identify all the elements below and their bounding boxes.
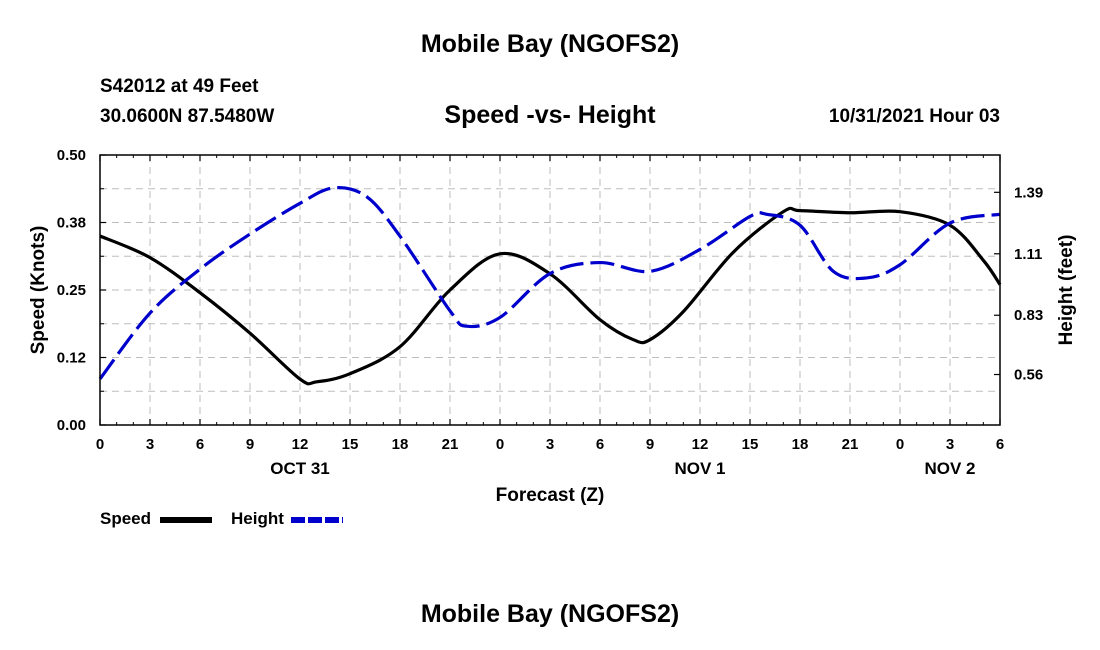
axis-ticks: 0 3 6 9 12 15 18 21 0 3 6 9 12 15 18 21 0 3 6 OCT 31 NOV 1 NO… xyxy=(57,147,1043,478)
x-tick-label: 15 xyxy=(742,436,759,453)
x-tick-label: 9 xyxy=(246,436,254,453)
y-axis-right-label: Height (feet) xyxy=(1056,235,1077,346)
x-tick-label: 6 xyxy=(596,436,604,453)
x-date-label: NOV 2 xyxy=(924,459,975,478)
legend-height-label: Height xyxy=(231,509,284,528)
x-tick-label: 18 xyxy=(792,436,809,453)
x-tick-label: 12 xyxy=(292,436,309,453)
x-tick-label: 6 xyxy=(196,436,204,453)
timestamp-label: 10/31/2021 Hour 03 xyxy=(828,106,1000,127)
legend-speed-swatch xyxy=(160,517,212,523)
series-line-speed xyxy=(99,206,1002,386)
x-tick-label: 0 xyxy=(96,436,104,453)
y-left-tick-label: 0.50 xyxy=(57,147,86,164)
y-left-tick-label: 0.38 xyxy=(57,215,86,232)
x-tick-label: 6 xyxy=(996,436,1004,453)
x-date-label: OCT 31 xyxy=(270,459,330,478)
x-tick-label: 21 xyxy=(442,436,459,453)
station-label: S42012 at 49 Feet xyxy=(100,76,259,97)
footer-title: Mobile Bay (NGOFS2) xyxy=(420,600,680,628)
chart-title: Speed -vs- Height xyxy=(444,101,656,129)
series-line-height xyxy=(98,186,1001,380)
y-right-tick-label: 0.83 xyxy=(1014,307,1043,324)
y-left-tick-label: 0.00 xyxy=(57,417,86,434)
x-date-label: NOV 1 xyxy=(674,459,725,478)
legend-speed-label: Speed xyxy=(100,509,152,528)
x-tick-label: 15 xyxy=(342,436,359,453)
y-left-tick-label: 0.12 xyxy=(57,350,86,367)
y-left-tick-label: 0.25 xyxy=(57,282,86,299)
y-right-tick-label: 0.56 xyxy=(1014,367,1043,384)
main-title: Mobile Bay (NGOFS2) xyxy=(420,30,680,58)
x-tick-label: 3 xyxy=(946,436,954,453)
x-tick-label: 21 xyxy=(842,436,859,453)
series-lines xyxy=(98,186,1002,386)
x-tick-label: 0 xyxy=(896,436,904,453)
y-right-tick-label: 1.11 xyxy=(1014,246,1042,263)
x-tick-label: 0 xyxy=(496,436,504,453)
y-right-tick-label: 1.39 xyxy=(1014,184,1043,201)
coordinates-label: 30.0600N 87.5480W xyxy=(100,106,275,127)
legend-height-swatch xyxy=(291,517,343,523)
x-tick-label: 3 xyxy=(146,436,154,453)
x-tick-label: 12 xyxy=(692,436,709,453)
x-axis-label: Forecast (Z) xyxy=(496,485,605,506)
x-tick-label: 3 xyxy=(546,436,554,453)
x-tick-label: 18 xyxy=(392,436,409,453)
y-axis-left-label: Speed (Knots) xyxy=(28,226,49,355)
grid-lines xyxy=(100,155,1000,425)
x-tick-label: 9 xyxy=(646,436,654,453)
